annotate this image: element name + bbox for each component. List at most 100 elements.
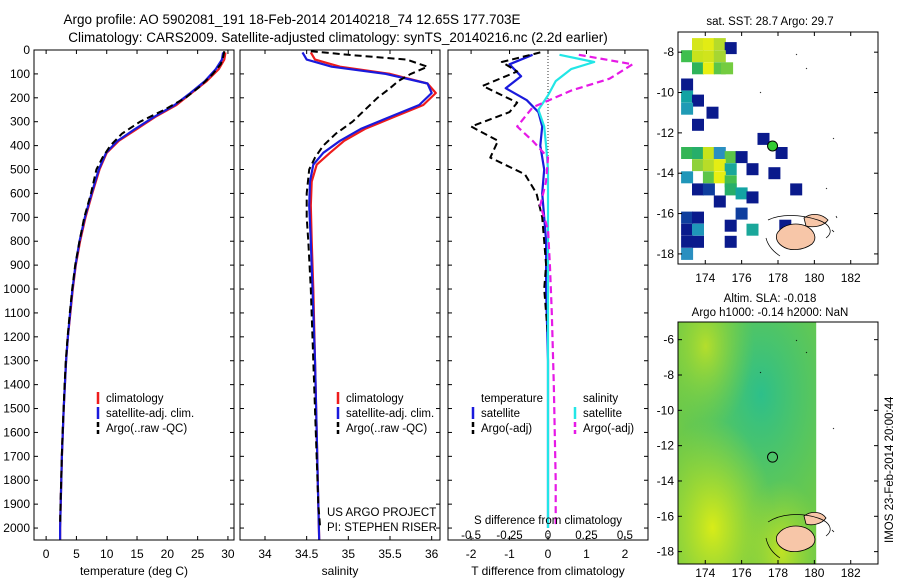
sla-map-title: Altim. SLA: -0.018: [724, 293, 817, 305]
depth-tick-label: 1200: [3, 330, 30, 344]
salinity-diff-tick-label: 0.5: [617, 530, 633, 542]
depth-tick-label: 300: [10, 115, 30, 129]
sst-cell: [681, 247, 694, 260]
p2-xtick-label: 36: [425, 547, 439, 561]
depth-tick-label: 1900: [3, 497, 30, 511]
sst-map-lon-tick: 176: [732, 271, 752, 285]
p1-xtick-label: 30: [221, 547, 235, 561]
sla-map-lat-tick: -6: [663, 333, 674, 347]
sst-cell: [681, 50, 694, 63]
sst-cell: [692, 94, 704, 107]
sst-map-panel: sat. SST: 28.7 Argo: 29.7 174 176 178 180 18…: [657, 16, 879, 285]
sla-map-lat-tick: -12: [657, 439, 675, 453]
sst-cell: [746, 223, 759, 236]
imos-timestamp: IMOS 23-Feb-2014 20:00:44: [884, 396, 896, 543]
depth-tick-label: 2000: [3, 521, 30, 535]
sst-cell: [775, 147, 788, 159]
depth-tick-label: 1000: [3, 282, 30, 296]
figure-title-line1: Argo profile: AO 5902081_191 18-Feb-2014…: [63, 12, 520, 27]
difference-s-axis-label: S difference from climatology: [474, 515, 622, 527]
difference-t-axis-label: T difference from climatology: [471, 564, 625, 578]
sst-cell: [692, 50, 704, 63]
sst-cell: [724, 42, 737, 55]
depth-tick-label: 1400: [3, 378, 30, 392]
sla-map-lat-tick: -18: [657, 545, 675, 559]
sst-cell: [681, 235, 694, 248]
sst-cell: [692, 62, 704, 75]
depth-tick-label: 1600: [3, 425, 30, 439]
depth-tick-label: 500: [10, 163, 30, 177]
sst-map-lat-tick: -18: [657, 247, 675, 261]
temperature-axes-frame: [33, 49, 235, 541]
legend-temperature-argo: Argo(-adj): [481, 423, 532, 435]
p1-xtick-label: 10: [100, 547, 114, 561]
p1-xtick-label: 15: [130, 547, 144, 561]
p1-xtick-label: 25: [191, 547, 205, 561]
temperature-legend-satellite: satellite-adj. clim.: [106, 408, 194, 420]
sst-map-lat-tick: -14: [657, 166, 675, 180]
p1-series-argo-line: [59, 51, 226, 526]
sla-map-lon-tick: 174: [695, 566, 715, 580]
p2-xtick-label: 34: [258, 547, 272, 561]
sla-map-lat-tick: -14: [657, 474, 675, 488]
p2-xtick-label: 34.5: [295, 547, 319, 561]
salinity-diff-tick-label: 0.25: [575, 530, 597, 542]
sst-cell: [790, 183, 803, 196]
sst-map-lon-tick: 178: [768, 271, 788, 285]
sst-cell: [702, 38, 715, 51]
p2-series-satellite-line: [301, 51, 433, 541]
sst-cell: [746, 191, 759, 204]
sst-cell: [692, 223, 704, 236]
sla-map-lon-tick: 176: [732, 566, 752, 580]
sst-map-lon-tick: 182: [841, 271, 861, 285]
sst-cell: [681, 223, 694, 236]
sst-cell: [681, 211, 694, 224]
sla-map-lon-tick: 182: [841, 566, 861, 580]
p3-xtick-label: 1: [583, 547, 590, 561]
p2-xtick-label: 35.5: [378, 547, 402, 561]
sst-cell: [768, 167, 781, 180]
depth-tick-label: 200: [10, 91, 30, 105]
p1-xtick-label: 0: [43, 547, 50, 561]
salinity-legend-argo: Argo(..raw -QC): [346, 423, 427, 435]
sst-cell: [692, 159, 704, 172]
salinity-axes-frame: [239, 49, 441, 541]
sla-map-lon-tick: 180: [804, 566, 824, 580]
salinity-legend-climatology: climatology: [346, 393, 404, 405]
salinity-diff-tick-label: -0.25: [496, 530, 522, 542]
sst-map-lon-tick: 174: [695, 271, 715, 285]
sst-cell: [692, 235, 704, 248]
sla-map-lat-tick: -8: [663, 368, 674, 382]
p3-xtick-label: -2: [466, 547, 477, 561]
sst-map-lon-tick: 180: [804, 271, 824, 285]
p2-xtick-label: 35: [342, 547, 356, 561]
sst-cell: [721, 62, 734, 75]
p3-series-argo_salinity_adj-line: [516, 53, 634, 526]
p3-series-sat_salinity-line: [537, 53, 596, 528]
sst-cell: [724, 163, 737, 176]
sst-cell: [746, 163, 759, 176]
sst-map-argo-marker: [767, 140, 779, 152]
salinity-diff-tick-label: -0.5: [461, 530, 481, 542]
depth-tick-label: 400: [10, 139, 30, 153]
salinity-panel: 34 34.5 35 35.5 36 salinity climatology sate…: [239, 49, 441, 578]
depth-tick-label: 100: [10, 67, 30, 81]
sst-cell: [713, 147, 726, 159]
sla-map-argo-marker: [767, 451, 779, 463]
temperature-x-label: temperature (deg C): [80, 564, 188, 578]
sst-cell: [702, 159, 715, 172]
salinity-legend-satellite: satellite-adj. clim.: [346, 408, 434, 420]
sst-cell: [724, 151, 737, 164]
p3-xtick-label: -1: [504, 547, 515, 561]
depth-tick-label: 600: [10, 186, 30, 200]
sst-cell: [713, 38, 726, 51]
depth-tick-label: 0: [23, 43, 30, 57]
sla-map-lat-tick: -16: [657, 509, 675, 523]
sst-map-lat-tick: -12: [657, 126, 675, 140]
sst-cell: [713, 159, 726, 172]
p2-series-argo-line: [305, 50, 429, 526]
temperature-legend: climatology satellite-adj. clim. Argo(..…: [96, 392, 194, 435]
credit-pi: PI: STEPHEN RISER: [327, 522, 437, 534]
depth-tick-label: 700: [10, 210, 30, 224]
